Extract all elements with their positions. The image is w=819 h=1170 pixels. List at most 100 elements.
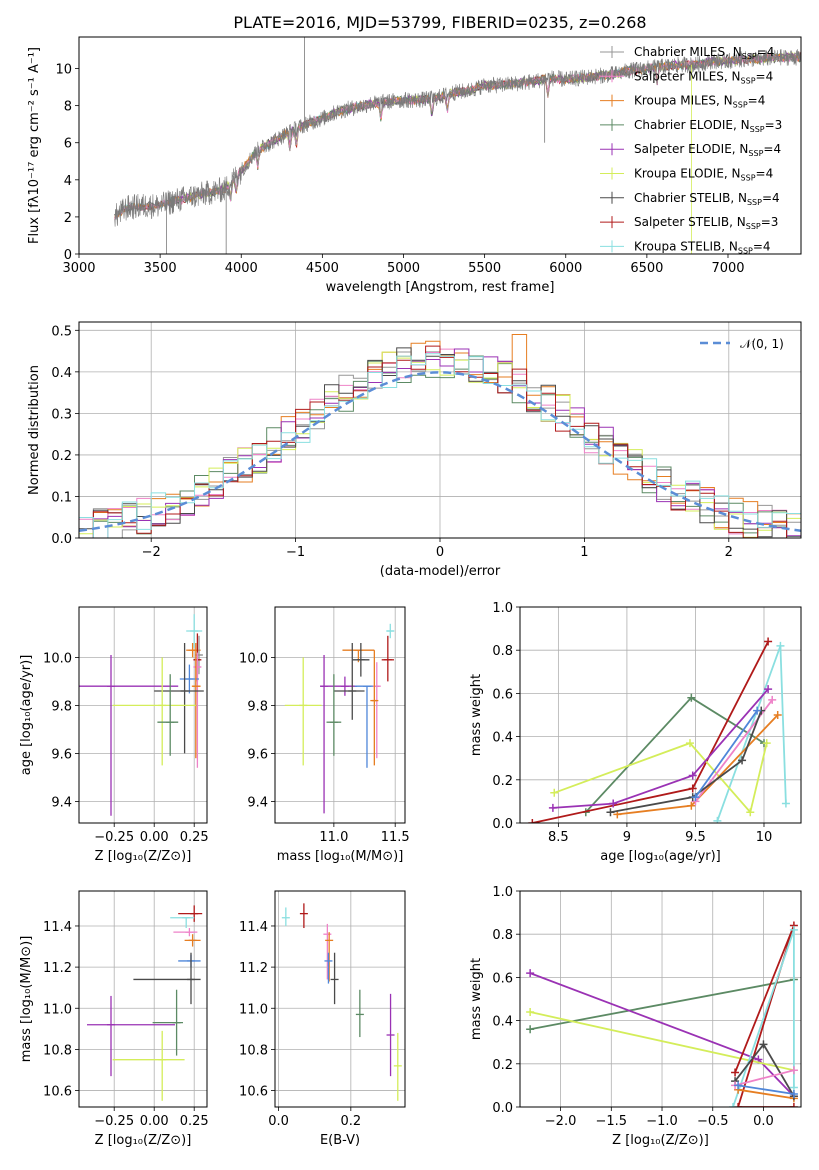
y-tick-label: 10.6 xyxy=(239,1085,268,1100)
y-tick-label: 0.3 xyxy=(51,407,72,422)
x-tick-label: 2 xyxy=(725,545,733,560)
legend-label-main: Chabrier ELODIE, N xyxy=(634,118,750,132)
weight-marker xyxy=(764,685,773,694)
spectrum-title: PLATE=2016, MJD=53799, FIBERID=0235, z=0… xyxy=(233,13,646,32)
legend-label: Chabrier STELIB, NSSP=4 xyxy=(634,191,780,207)
residual-histogram-salpeter_stelib xyxy=(79,345,801,538)
weight-line-chabrier_stelib xyxy=(610,710,763,814)
y-tick-label: 0.0 xyxy=(492,1101,513,1116)
y-tick-label: 11.4 xyxy=(239,920,268,935)
y-tick-label: 11.0 xyxy=(239,1002,268,1017)
x-tick-label: −0.25 xyxy=(94,1114,134,1129)
x-tick-label: −1.0 xyxy=(646,1114,678,1129)
x-tick-label: −2.0 xyxy=(545,1114,577,1129)
age-vs-z-panel: −0.25 0.00 0.25 9.4 9.6 9.8 10.0 Z [log₁₀(Z/Z⊙)… xyxy=(19,606,209,864)
x-tick-label: 5000 xyxy=(387,261,420,276)
legend-label-main: Salpeter STELIB, N xyxy=(634,215,746,229)
weight-marker xyxy=(731,1068,740,1077)
legend-label: Kroupa ELODIE, NSSP=4 xyxy=(634,167,773,183)
weight-marker xyxy=(609,799,618,808)
y-tick-label: 9.6 xyxy=(247,747,268,762)
residual-histogram-kroupa_elodie xyxy=(79,351,801,538)
y-tick-label: 11.2 xyxy=(43,961,72,976)
plot-area xyxy=(528,637,790,823)
observed-spectrum xyxy=(114,49,801,227)
legend-label-main: Kroupa ELODIE, N xyxy=(634,167,741,181)
y-axis-label: mass weight xyxy=(469,674,484,756)
legend-label-main: Salpeter MILES, N xyxy=(634,69,741,83)
legend-label-main: Kroupa STELIB, N xyxy=(634,239,738,253)
weight-marker xyxy=(738,756,747,765)
weight-marker xyxy=(687,801,696,810)
residual-histogram-salpeter_elodie xyxy=(79,348,801,538)
legend-label-tail: =4 xyxy=(756,69,774,83)
legend-label: Kroupa MILES, NSSP=4 xyxy=(634,94,765,110)
x-tick-label: 0.25 xyxy=(180,1114,209,1129)
x-tick-label: 0.2 xyxy=(340,1114,361,1129)
y-axis-label: mass weight xyxy=(469,958,484,1040)
legend-label-main: Kroupa MILES, N xyxy=(634,94,733,108)
plot-area xyxy=(79,614,204,816)
axes-frame xyxy=(78,321,802,539)
y-tick-label: 9.6 xyxy=(51,747,72,762)
x-tick-label: 0.0 xyxy=(753,1114,774,1129)
mass-weight-vs-z-panel: −2.0 −1.5 −1.0 −0.5 0.0 0.0 0.2 0.4 0.6 0.8 1.0 Z [… xyxy=(469,885,802,1148)
weight-marker xyxy=(759,1040,768,1049)
x-tick-label: 0.25 xyxy=(180,830,209,845)
weight-marker xyxy=(526,1025,535,1034)
weight-line-salpeter_miles xyxy=(734,1069,795,1087)
weight-marker xyxy=(789,1066,798,1075)
weight-marker xyxy=(687,693,696,702)
x-tick-label: −0.5 xyxy=(697,1114,729,1129)
legend-label-main: Chabrier MILES, N xyxy=(634,45,742,59)
legend-label-tail: =4 xyxy=(748,94,766,108)
plot-area xyxy=(526,921,798,1107)
weight-marker xyxy=(789,1090,798,1099)
x-tick-label: 0.00 xyxy=(140,1114,169,1129)
x-tick-label: 10 xyxy=(756,830,773,845)
weight-marker xyxy=(789,1103,798,1107)
x-tick-label: 7000 xyxy=(711,261,744,276)
weight-marker xyxy=(776,641,785,650)
legend-label-tail: =4 xyxy=(757,45,775,59)
y-tick-label: 0.5 xyxy=(51,324,72,339)
y-tick-label: 10.8 xyxy=(43,1043,72,1058)
weight-marker xyxy=(606,808,615,817)
x-axis-label: wavelength [Angstrom, rest frame] xyxy=(326,280,555,295)
legend-label-tail: =3 xyxy=(765,118,783,132)
x-tick-label: 6500 xyxy=(630,261,663,276)
weight-line-salpeter_elodie xyxy=(552,688,769,809)
y-tick-label: 6 xyxy=(64,137,72,152)
x-tick-label: −0.25 xyxy=(94,830,134,845)
y-tick-label: 0.4 xyxy=(492,1015,513,1030)
y-tick-label: 0.6 xyxy=(492,687,513,702)
x-axis-label: (data-model)/error xyxy=(380,564,501,579)
x-tick-label: 11.5 xyxy=(381,830,410,845)
x-axis-label: Z [log₁₀(Z/Z⊙)] xyxy=(95,849,192,864)
x-tick-label: 0.0 xyxy=(268,1114,289,1129)
weight-marker xyxy=(688,771,697,780)
weight-marker xyxy=(691,793,700,802)
plot-area xyxy=(114,37,801,254)
x-tick-label: 9.5 xyxy=(685,830,706,845)
y-tick-label: 0 xyxy=(64,248,72,263)
legend-label-main: Chabrier STELIB, N xyxy=(634,191,747,205)
y-tick-label: 11.0 xyxy=(43,1002,72,1017)
y-tick-label: 0.2 xyxy=(492,774,513,789)
weight-marker xyxy=(789,925,798,934)
weight-marker xyxy=(734,1081,743,1090)
legend-label: Salpeter ELODIE, NSSP=4 xyxy=(634,142,781,158)
legend-label-sub: SSP xyxy=(741,174,756,183)
x-tick-label: 9 xyxy=(623,830,631,845)
weight-marker xyxy=(746,808,755,817)
y-tick-label: 11.2 xyxy=(239,961,268,976)
y-tick-label: 2 xyxy=(64,211,72,226)
legend-label: Chabrier ELODIE, NSSP=3 xyxy=(634,118,782,134)
x-tick-label: 0 xyxy=(436,545,444,560)
y-tick-label: 0.4 xyxy=(51,366,72,381)
weight-marker xyxy=(713,816,722,823)
y-tick-label: 0.0 xyxy=(492,817,513,832)
x-tick-label: 1 xyxy=(580,545,588,560)
axes-frame xyxy=(519,890,802,1108)
mass-vs-ebv-panel: 0.0 0.2 10.6 10.8 11.0 11.2 11.4 E(B-V) xyxy=(239,890,406,1148)
